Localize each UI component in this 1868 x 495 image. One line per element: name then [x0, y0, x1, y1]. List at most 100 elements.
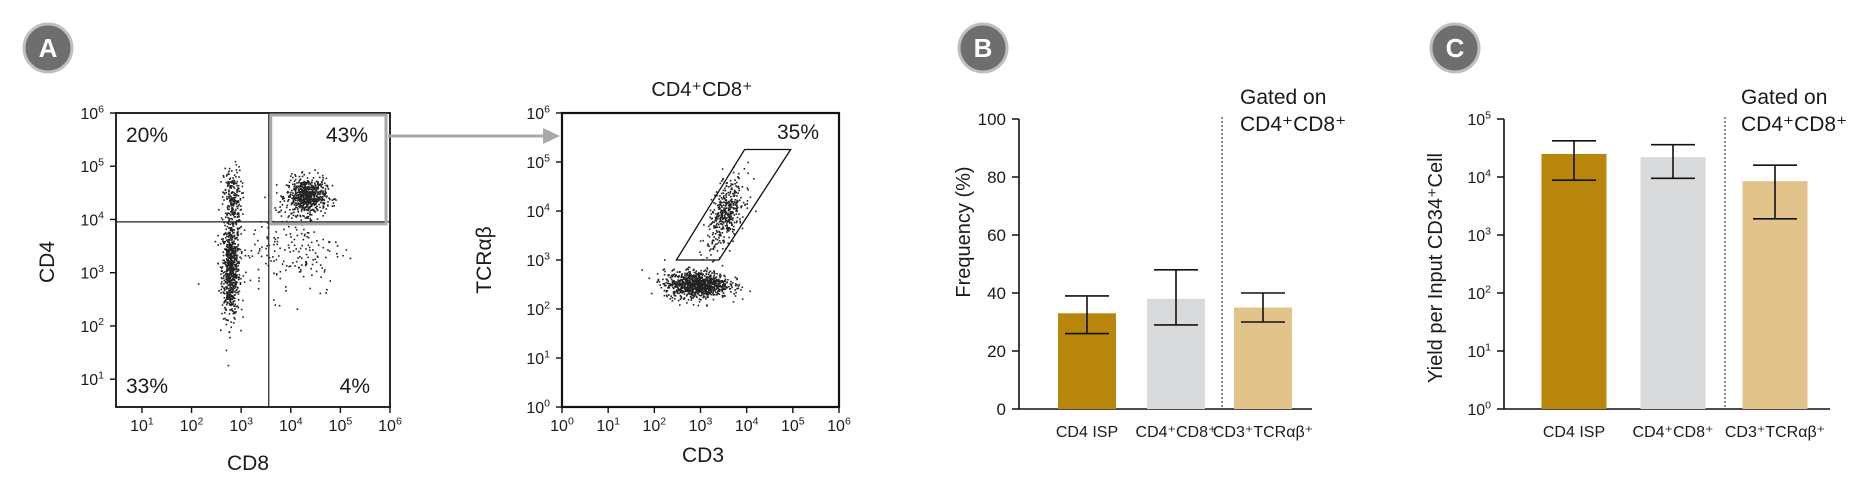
a-gated-point — [713, 236, 715, 238]
a-gated-point — [693, 271, 696, 274]
a-gated-point — [732, 183, 734, 186]
a-scatter-point — [303, 186, 305, 189]
a-gated-point — [686, 272, 689, 274]
a-gated-point — [723, 274, 725, 277]
a-scatter-point — [305, 196, 308, 199]
a-scatter-point — [292, 183, 294, 186]
c-annotation-line1: Gated on — [1741, 86, 1827, 109]
a-scatter-point — [280, 215, 283, 217]
a-gated-point — [728, 215, 730, 218]
a-scatter-point — [318, 203, 320, 206]
a-gated-point — [731, 286, 733, 289]
a-scatter-point — [214, 240, 217, 243]
a-scatter-point — [224, 167, 226, 170]
a-scatter-point — [311, 179, 313, 182]
a-gated-point — [720, 275, 722, 277]
a-gated-point — [710, 223, 712, 225]
a-gated-point — [714, 282, 716, 284]
a-scatter-point — [254, 243, 256, 246]
a-scatter-point — [232, 310, 234, 312]
a-scatter-point — [235, 283, 237, 286]
a-gated-point — [662, 269, 665, 271]
a-gated-point — [694, 291, 696, 294]
a-scatter-point — [242, 196, 245, 199]
a-scatter-point — [317, 191, 319, 194]
a-scatter-point — [231, 308, 233, 310]
a-gated-point — [689, 290, 691, 293]
a-scatter-point — [345, 249, 348, 251]
a-scatter-point — [292, 176, 294, 179]
a-scatter-point — [294, 194, 296, 196]
a-gated-point — [731, 212, 733, 215]
a-scatter-point — [223, 262, 226, 265]
a-gated-point — [709, 270, 712, 272]
a-gated-point — [694, 285, 696, 287]
a-scatter-point — [328, 197, 330, 199]
a-scatter-point — [259, 248, 261, 250]
a-gated-point — [727, 201, 729, 204]
a-gated-point — [732, 171, 735, 174]
a-gated-point — [717, 285, 719, 287]
a-gated-point — [675, 274, 677, 276]
a-scatter-point — [298, 191, 300, 193]
a-scatter-point — [235, 254, 237, 256]
a-scatter-point — [236, 262, 238, 265]
a-gated-point — [674, 281, 677, 283]
a-scatter-point — [310, 241, 313, 244]
a-scatter-point — [240, 329, 242, 332]
a-gated-point — [718, 281, 721, 284]
a-scatter-point — [226, 270, 228, 273]
a-scatter-point — [237, 269, 240, 272]
a-gated-point — [734, 283, 737, 285]
a-scatter-frame — [115, 112, 391, 408]
a-gated-point — [722, 204, 725, 206]
a-gated-point — [686, 273, 688, 276]
a-scatter-point — [303, 203, 306, 205]
a-gated-point — [679, 298, 682, 300]
a-scatter-point — [230, 281, 232, 284]
a-scatter-point — [303, 200, 306, 203]
a-scatter-point — [249, 279, 252, 282]
a-gated-point — [706, 283, 709, 286]
a-gated-point — [734, 295, 737, 297]
a-gated-point — [701, 287, 703, 289]
a-scatter-point — [241, 185, 244, 188]
a-gated-point — [714, 233, 717, 235]
a-scatter-point — [222, 254, 225, 257]
a-gated-point — [692, 283, 695, 285]
a-scatter-point — [306, 195, 309, 197]
c-bar-category-label: CD4⁺CD8⁺ — [1633, 424, 1714, 441]
a-scatter-point — [273, 299, 275, 301]
a-scatter-point — [231, 212, 233, 215]
a-gated-point — [678, 289, 681, 291]
a-scatter-point — [302, 202, 304, 204]
a-scatter-point — [230, 263, 233, 265]
a-scatter-point — [295, 186, 298, 189]
a-scatter-point — [233, 281, 236, 284]
a-gated-point — [701, 274, 704, 277]
a-gated-point — [674, 283, 676, 285]
a-gated-point — [673, 294, 676, 297]
a-gated-point — [711, 240, 714, 242]
a-scatter-point — [311, 209, 313, 211]
a-gated-point — [713, 259, 715, 262]
a-quadrant-label-top-right: 43% — [326, 124, 368, 147]
a-gated-point — [725, 194, 727, 197]
a-gated-point — [718, 226, 721, 228]
a-gated-point — [719, 231, 721, 234]
a-scatter-point — [235, 264, 237, 267]
a-scatter-point — [296, 186, 299, 188]
a-gated-point — [666, 290, 669, 292]
a-scatter-point — [311, 186, 314, 189]
a-scatter-point — [230, 235, 232, 238]
a-scatter-point — [227, 236, 230, 238]
a-gated-point — [702, 284, 704, 287]
a-gated-point — [704, 283, 707, 286]
a-gated-point — [737, 185, 740, 188]
a-scatter-point — [229, 277, 231, 280]
a-scatter-point — [231, 197, 233, 199]
a-scatter-point — [307, 199, 309, 202]
a-gated-point — [684, 288, 686, 290]
a-scatter-point — [320, 185, 322, 187]
a-gated-point — [720, 211, 722, 214]
